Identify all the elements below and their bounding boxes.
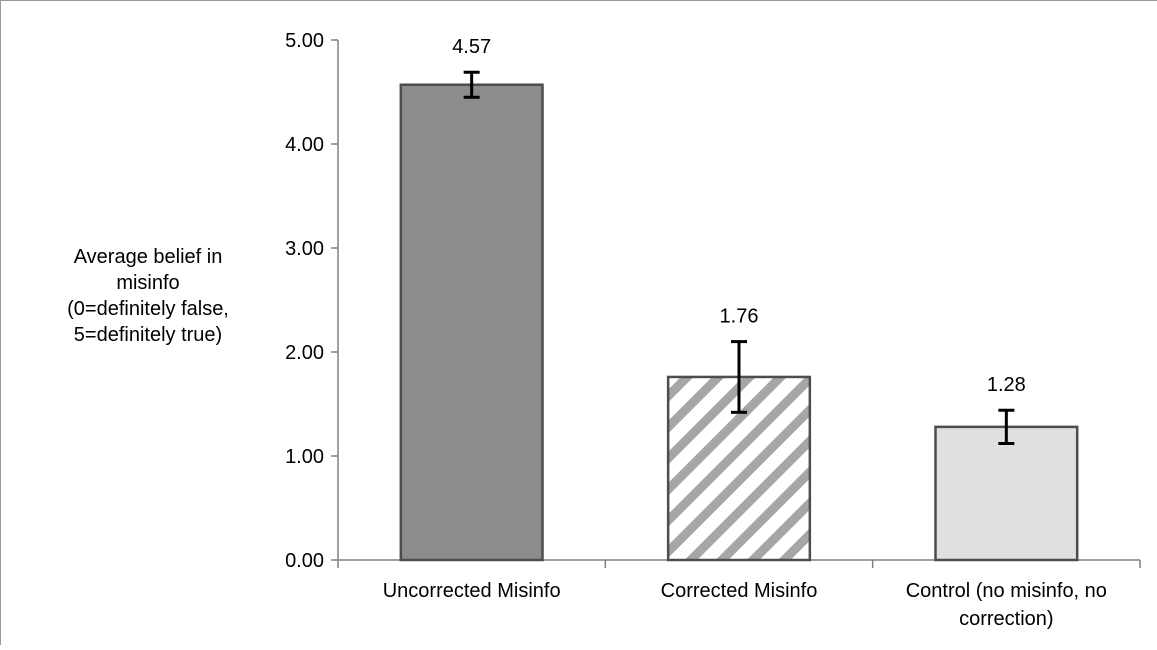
data-label: 1.76 (720, 306, 759, 328)
y-axis-title: Average belief in misinfo (0=definitely fa… (67, 246, 229, 346)
x-tick-label: Control (no misinfo, no correction) (906, 580, 1107, 630)
error-bars (463, 70, 1015, 446)
x-tick-label-line: correction) (959, 608, 1053, 630)
y-axis-title-line: (0=definitely false, (67, 298, 229, 320)
x-tick-label: Uncorrected Misinfo (383, 580, 561, 602)
y-tick-label: 1.00 (285, 446, 324, 468)
y-axis-title-line: 5=definitely true) (74, 324, 222, 346)
bars (399, 83, 1079, 562)
data-label: 1.28 (987, 374, 1026, 396)
data-label: 4.57 (452, 36, 491, 58)
bar (934, 425, 1079, 562)
bar (399, 83, 544, 562)
x-tick-label-line: Control (no misinfo, no (906, 580, 1107, 602)
y-tick-label: 3.00 (285, 238, 324, 260)
y-axis-title-line: Average belief in (74, 246, 223, 268)
x-tick-label: Corrected Misinfo (661, 580, 818, 602)
y-tick-label: 0.00 (285, 550, 324, 572)
y-axis: 0.00 1.00 2.00 3.00 4.00 5.00 (285, 30, 339, 572)
y-tick-label: 2.00 (285, 342, 324, 364)
y-axis-title-line: misinfo (116, 272, 179, 294)
y-tick-label: 4.00 (285, 134, 324, 156)
category-labels: Uncorrected Misinfo Corrected Misinfo Cont… (383, 580, 1107, 630)
x-tick-label-line: Corrected Misinfo (661, 580, 818, 602)
y-tick-label: 5.00 (285, 30, 324, 52)
x-tick-label-line: Uncorrected Misinfo (383, 580, 561, 602)
data-labels: 4.57 1.76 1.28 (452, 36, 1026, 396)
